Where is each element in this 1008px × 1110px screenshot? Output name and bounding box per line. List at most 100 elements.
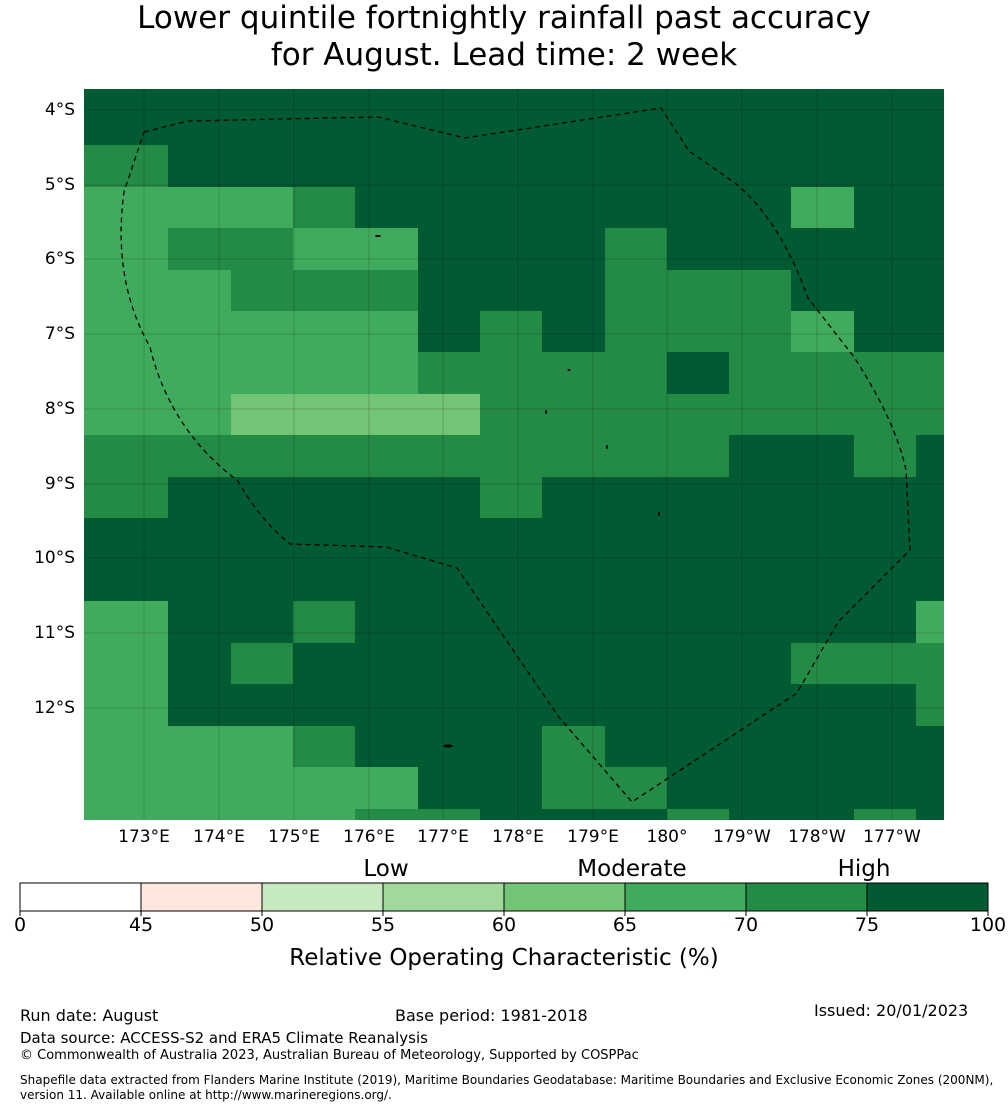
category-label-moderate: Moderate <box>577 856 687 882</box>
grid-cell <box>916 767 944 809</box>
grid-cell <box>168 518 231 560</box>
grid-cell <box>916 89 944 104</box>
grid-cell <box>916 104 944 145</box>
grid-cell <box>605 809 667 820</box>
grid-cell <box>605 89 667 104</box>
grid-cell <box>168 726 231 767</box>
grid-cell <box>231 311 293 352</box>
grid-cell <box>355 601 418 643</box>
island <box>443 744 453 748</box>
grid-cell <box>542 601 605 643</box>
grid-cell <box>667 601 729 643</box>
grid-cell <box>418 601 480 643</box>
island <box>606 445 608 449</box>
grid-cell <box>293 311 355 352</box>
colorbar-tick-label: 75 <box>854 914 880 936</box>
grid-cell <box>418 435 480 477</box>
grid-cell <box>106 684 168 726</box>
grid-cell <box>106 270 168 311</box>
grid-cell <box>84 187 106 228</box>
grid-cell <box>231 435 293 477</box>
graticule-lines <box>84 89 944 820</box>
grid-cell <box>791 352 854 394</box>
grid-cell <box>916 601 944 643</box>
colorbar-band <box>262 883 383 911</box>
grid-cell <box>791 435 854 477</box>
grid-cell <box>418 352 480 394</box>
latitude-label: 5°S <box>44 175 75 195</box>
grid-cell <box>791 809 854 820</box>
grid-cell <box>231 228 293 270</box>
grid-cell <box>667 518 729 560</box>
grid-cell <box>106 352 168 394</box>
grid-cell <box>355 187 418 228</box>
grid-cell <box>605 187 667 228</box>
grid-cell <box>791 726 854 767</box>
grid-cell <box>231 767 293 809</box>
grid-cell <box>293 228 355 270</box>
grid-cell <box>667 89 729 104</box>
grid-cell <box>355 518 418 560</box>
longitude-label: 175°E <box>268 827 320 847</box>
grid-cell <box>854 767 916 809</box>
grid-cell <box>84 270 106 311</box>
grid-cell <box>84 684 106 726</box>
grid-cell <box>791 311 854 352</box>
grid-cell <box>916 394 944 435</box>
grid-cell <box>480 726 542 767</box>
accuracy-grid <box>84 89 944 820</box>
grid-cell <box>480 145 542 187</box>
grid-cell <box>418 270 480 311</box>
grid-cell <box>791 145 854 187</box>
grid-cell <box>854 518 916 560</box>
grid-cell <box>480 311 542 352</box>
grid-cell <box>418 104 480 145</box>
grid-cell <box>168 228 231 270</box>
grid-cell <box>231 643 293 684</box>
grid-cell <box>84 601 106 643</box>
grid-cell <box>168 435 231 477</box>
grid-cell <box>542 187 605 228</box>
colorbar-outline <box>19 882 989 912</box>
grid-cell <box>168 809 231 820</box>
grid-cell <box>106 311 168 352</box>
grid-cell <box>542 311 605 352</box>
grid-cell <box>355 477 418 518</box>
colorbar-tick-label: 55 <box>370 914 396 936</box>
grid-cell <box>106 187 168 228</box>
colorbar-band <box>504 883 625 911</box>
grid-cell <box>667 809 729 820</box>
grid-cell <box>480 767 542 809</box>
grid-cell <box>667 560 729 601</box>
grid-cell <box>418 643 480 684</box>
eez-boundary <box>120 107 911 803</box>
grid-cell <box>729 809 791 820</box>
grid-cell <box>84 89 106 104</box>
grid-cell <box>542 89 605 104</box>
longitude-label: 179°E <box>567 827 619 847</box>
grid-cell <box>605 560 667 601</box>
colorbar-title: Relative Operating Characteristic (%) <box>289 945 719 971</box>
grid-cell <box>293 643 355 684</box>
grid-cell <box>729 477 791 518</box>
grid-cell <box>418 560 480 601</box>
grid-cell <box>916 187 944 228</box>
grid-cell <box>854 104 916 145</box>
grid-cell <box>355 394 418 435</box>
grid-cell <box>480 187 542 228</box>
grid-cell <box>667 435 729 477</box>
latitude-label: 10°S <box>34 548 75 568</box>
category-label-low: Low <box>363 856 409 882</box>
grid-cell <box>168 394 231 435</box>
grid-cell <box>916 684 944 726</box>
colorbar-tick-label: 60 <box>491 914 517 936</box>
grid-cell <box>168 352 231 394</box>
grid-cell <box>231 352 293 394</box>
grid-cell <box>542 228 605 270</box>
grid-cell <box>293 187 355 228</box>
grid-cell <box>106 228 168 270</box>
grid-cell <box>106 560 168 601</box>
grid-cell <box>84 477 106 518</box>
grid-cell <box>916 228 944 270</box>
island <box>658 512 660 516</box>
